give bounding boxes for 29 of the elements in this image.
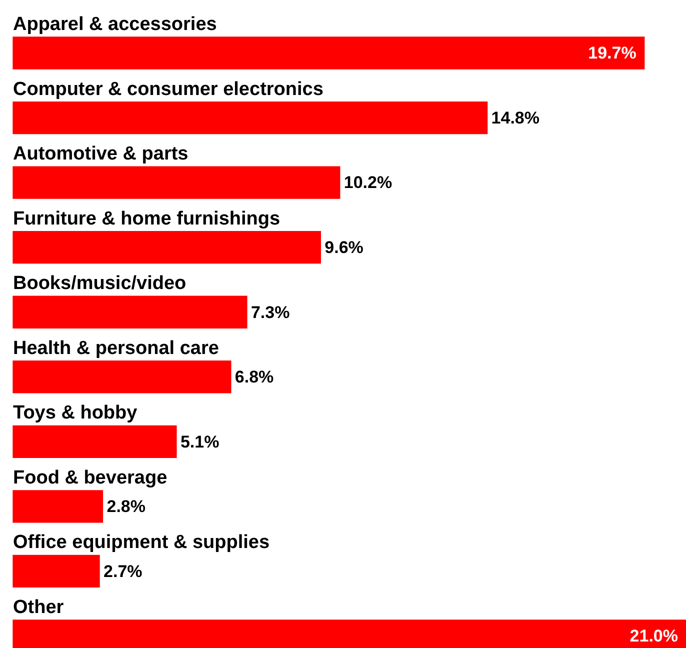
data-label: 2.8% xyxy=(106,497,146,516)
data-label: 9.6% xyxy=(324,238,364,258)
data-label: 7.3% xyxy=(250,302,290,322)
bar xyxy=(12,490,104,523)
data-label: 19.7% xyxy=(588,44,636,63)
data-label: 10.2% xyxy=(344,173,392,192)
data-label: 6.8% xyxy=(234,368,274,387)
y-tick-label: Computer & consumer electronics xyxy=(13,78,324,100)
data-label: 5.1% xyxy=(180,432,220,452)
bar xyxy=(12,360,232,394)
bar xyxy=(12,36,645,70)
data-label: 14.8% xyxy=(491,108,540,128)
bar xyxy=(12,296,248,328)
bar xyxy=(12,166,340,199)
y-tick-label: Toys & hobby xyxy=(13,402,138,424)
bar xyxy=(12,425,177,458)
y-tick-label: Automotive & parts xyxy=(13,144,188,165)
bar xyxy=(12,554,100,588)
y-tick-label: Food & beverage xyxy=(13,467,168,488)
y-tick-label: Apparel & accessories xyxy=(13,14,217,35)
data-label: 21.0% xyxy=(630,626,678,646)
data-label: 2.7% xyxy=(104,562,142,581)
y-tick-label: Books/music/video xyxy=(13,273,186,294)
y-tick-label: Health & personal care xyxy=(13,338,219,359)
y-tick-label: Other xyxy=(13,597,64,618)
y-tick-label: Furniture & home furnishings xyxy=(13,208,280,230)
y-tick-label: Office equipment & supplies xyxy=(13,532,270,554)
bar xyxy=(12,231,321,264)
bar xyxy=(12,101,488,134)
